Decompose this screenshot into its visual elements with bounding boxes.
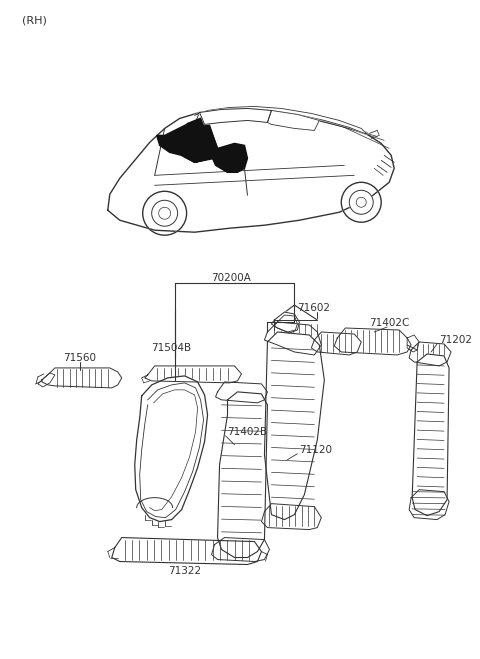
Text: 70200A: 70200A — [212, 273, 252, 283]
Polygon shape — [194, 148, 217, 162]
Text: 71202: 71202 — [439, 335, 472, 345]
Polygon shape — [212, 538, 269, 561]
Polygon shape — [264, 322, 321, 355]
Polygon shape — [178, 117, 217, 162]
Polygon shape — [264, 332, 324, 519]
Polygon shape — [156, 125, 217, 162]
Polygon shape — [262, 503, 321, 530]
Polygon shape — [200, 109, 271, 125]
Polygon shape — [407, 335, 419, 352]
Circle shape — [356, 197, 366, 207]
Polygon shape — [215, 144, 248, 172]
Polygon shape — [409, 490, 449, 519]
Text: 71120: 71120 — [300, 445, 332, 455]
Polygon shape — [334, 328, 411, 355]
Polygon shape — [42, 368, 122, 388]
Polygon shape — [271, 312, 300, 333]
Polygon shape — [409, 342, 451, 366]
Polygon shape — [267, 111, 319, 130]
Polygon shape — [217, 392, 267, 558]
Polygon shape — [194, 107, 367, 134]
Polygon shape — [312, 332, 361, 355]
Circle shape — [349, 190, 373, 214]
Polygon shape — [38, 373, 55, 387]
Text: 71560: 71560 — [63, 353, 96, 363]
Polygon shape — [216, 382, 267, 403]
Polygon shape — [108, 109, 394, 232]
Polygon shape — [135, 376, 207, 522]
Polygon shape — [213, 148, 240, 172]
Text: (RH): (RH) — [22, 16, 47, 26]
Text: 71322: 71322 — [168, 567, 201, 577]
Text: 71402C: 71402C — [369, 318, 409, 328]
Circle shape — [159, 207, 171, 219]
Text: 71402B: 71402B — [228, 427, 268, 437]
Circle shape — [152, 200, 178, 226]
Text: 71504B: 71504B — [152, 343, 192, 353]
Polygon shape — [275, 315, 298, 332]
Polygon shape — [144, 366, 241, 383]
Text: 71602: 71602 — [298, 303, 330, 313]
Polygon shape — [412, 354, 449, 515]
Polygon shape — [112, 538, 262, 565]
